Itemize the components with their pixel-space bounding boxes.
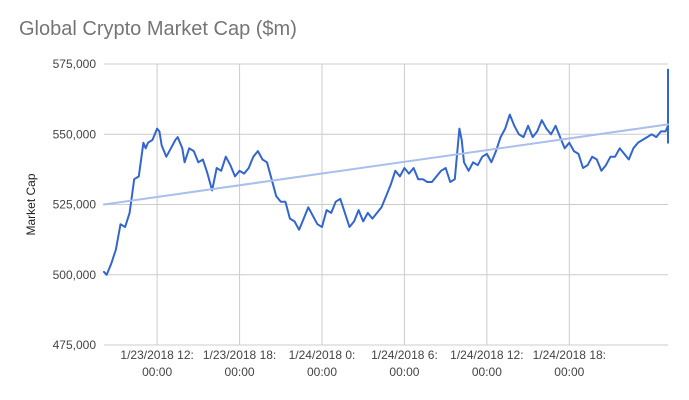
series-line-market-cap [103, 68, 669, 276]
x-tick-label: 1/24/2018 6: [371, 348, 438, 362]
y-tick-label: 550,000 [53, 127, 97, 141]
y-axis-title: Market Cap [24, 173, 38, 235]
x-tick-label: 1/23/2018 18: [203, 348, 276, 362]
x-tick-label: 1/24/2018 18: [533, 348, 606, 362]
x-tick-label: 00:00 [472, 365, 502, 379]
x-tick-label: 1/24/2018 0: [289, 348, 356, 362]
x-tick-label: 00:00 [142, 365, 172, 379]
x-tick-label: 00:00 [554, 365, 584, 379]
x-tick-label: 1/24/2018 12: [450, 348, 523, 362]
y-tick-label: 575,000 [53, 57, 97, 71]
y-tick-label: 525,000 [53, 198, 97, 212]
y-tick-label: 475,000 [53, 338, 97, 352]
trendline [103, 123, 669, 206]
x-tick-label: 00:00 [389, 365, 419, 379]
x-tick-label: 1/23/2018 12: [120, 348, 193, 362]
chart-title: Global Crypto Market Cap ($m) [19, 18, 297, 40]
x-tick-label: 00:00 [307, 365, 337, 379]
y-tick-label: 500,000 [53, 268, 97, 282]
x-tick-label: 00:00 [225, 365, 255, 379]
